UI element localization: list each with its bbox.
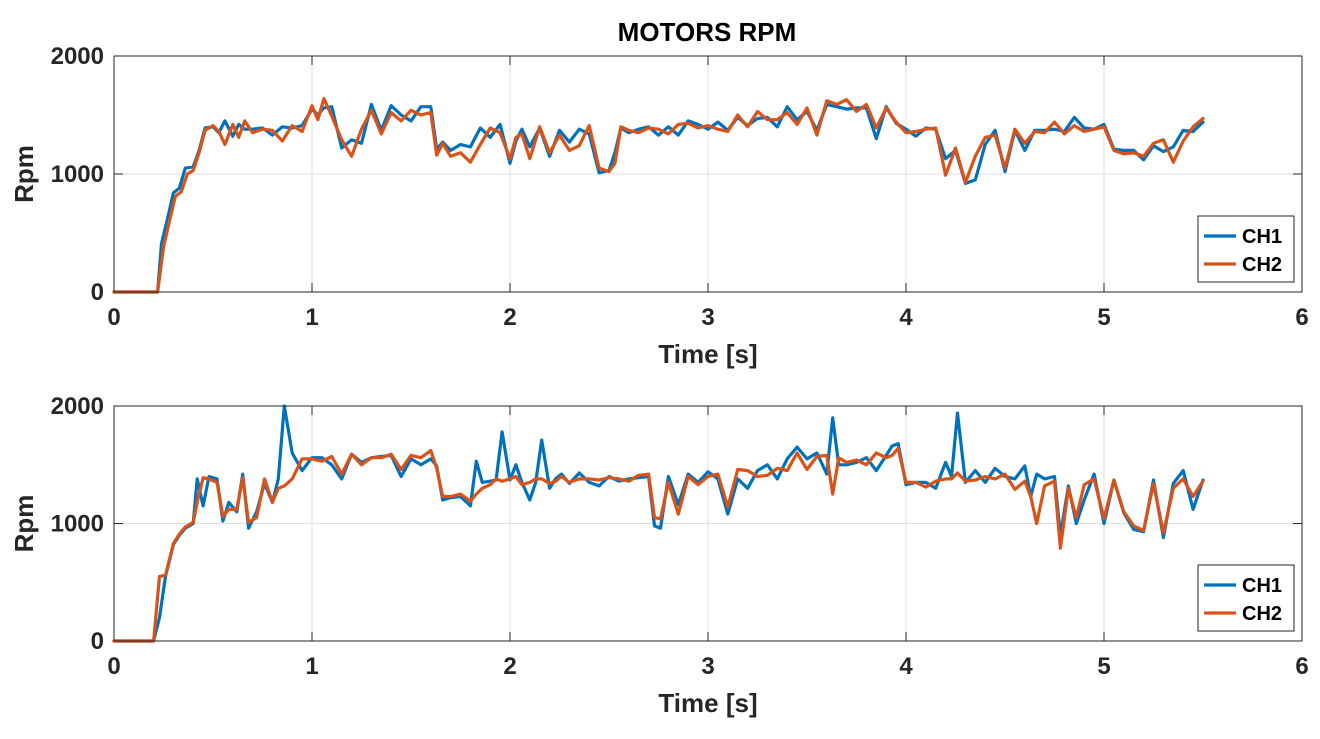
series-group [112, 404, 1205, 643]
series-group [112, 96, 1205, 294]
x-axis-label: Time [s] [658, 339, 757, 369]
x-tick-label: 4 [899, 304, 913, 331]
y-axis-label: Rpm [9, 495, 39, 553]
y-tick-label: 0 [91, 279, 104, 306]
x-tick-label: 5 [1097, 653, 1110, 680]
y-tick-label: 2000 [51, 393, 104, 420]
legend-label-ch2: CH2 [1242, 254, 1282, 276]
legend-box [1197, 215, 1295, 283]
x-tick-label: 1 [305, 304, 318, 331]
x-tick-label: 6 [1295, 653, 1308, 680]
grid [114, 56, 1302, 292]
y-tick-label: 2000 [51, 43, 104, 70]
y-tick-label: 1000 [51, 161, 104, 188]
x-tick-label: 0 [107, 304, 120, 331]
series-line-ch2 [112, 96, 1205, 294]
x-tick-label: 1 [305, 653, 318, 680]
legend-label-ch2: CH2 [1242, 603, 1282, 625]
x-axis-label: Time [s] [658, 688, 757, 718]
x-tick-label: 5 [1097, 304, 1110, 331]
x-tick-label: 2 [503, 304, 516, 331]
figure-title: MOTORS RPM [618, 17, 797, 47]
x-tick-label: 3 [701, 653, 714, 680]
x-tick-label: 6 [1295, 304, 1308, 331]
legend-label-ch1: CH1 [1242, 226, 1282, 248]
y-tick-label: 0 [91, 628, 104, 655]
x-tick-label: 4 [899, 653, 913, 680]
x-tick-label: 3 [701, 304, 714, 331]
x-tick-label: 0 [107, 653, 120, 680]
legend-label-ch1: CH1 [1242, 575, 1282, 597]
y-tick-label: 1000 [51, 511, 104, 538]
legend-box [1197, 564, 1295, 632]
x-tick-label: 2 [503, 653, 516, 680]
y-axis-label: Rpm [9, 145, 39, 203]
series-line-ch2 [112, 446, 1205, 643]
